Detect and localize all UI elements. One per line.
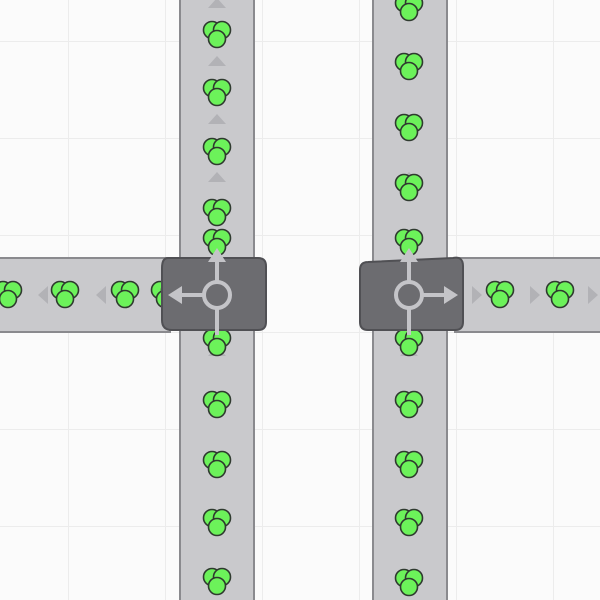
belt[interactable] [0,257,171,333]
belt-arrow [208,114,226,124]
splitter[interactable] [161,248,267,335]
belt-arrow [472,286,482,304]
belt-arrow [208,56,226,66]
belt-arrow [208,0,226,8]
splitter[interactable] [359,248,464,335]
belt-arrow [96,286,106,304]
belt-arrow [588,286,598,304]
belt-arrow [38,286,48,304]
belt-arrow [208,172,226,182]
belt-arrow [530,286,540,304]
